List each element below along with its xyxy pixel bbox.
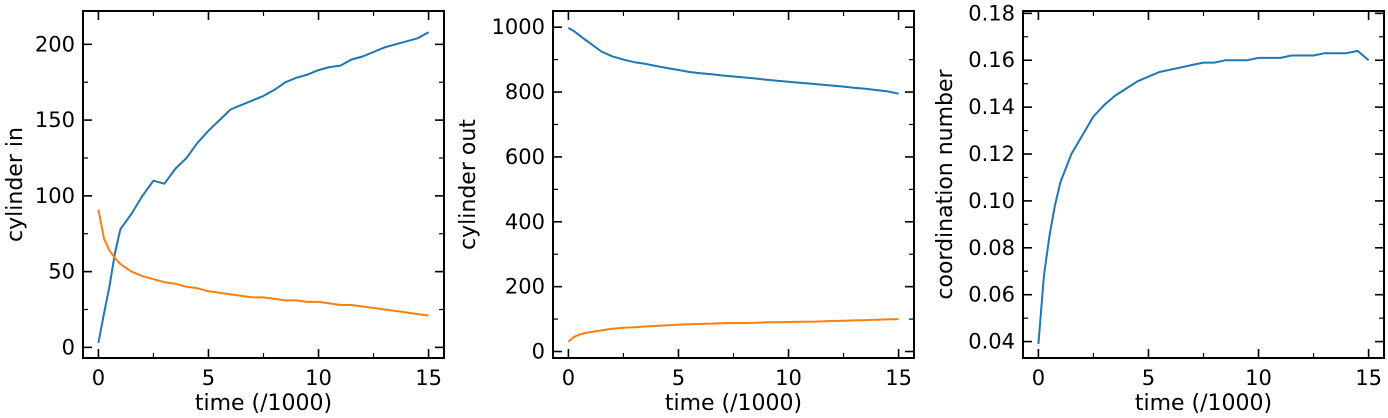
series-line-1-2 [97, 209, 429, 317]
chart-panel-2: 0 5 10 15 0 200 400 600 800 1000 time (/1000) cylin… [456, 10, 915, 416]
y-axis-label: coordination number [933, 68, 958, 299]
y-tick-label: 400 [505, 210, 545, 234]
x-tick-label: 5 [1142, 366, 1155, 390]
x-tick-label: 10 [775, 366, 802, 390]
y-tick-label: 0.12 [968, 142, 1015, 166]
plot-frame [552, 10, 915, 359]
x-tick-label: 0 [1032, 366, 1045, 390]
y-tick-label: 0.04 [968, 330, 1015, 354]
y-tick-label: 800 [505, 80, 545, 104]
y-tick-label: 100 [35, 184, 75, 208]
y-tick-label: 0 [532, 340, 545, 364]
y-tick-label: 0.14 [968, 95, 1015, 119]
x-axis-label: time (/1000) [195, 391, 332, 416]
x-axis-label: time (/1000) [665, 391, 802, 416]
y-axis-label: cylinder out [456, 119, 481, 250]
series-line-2-1 [567, 27, 899, 95]
y-tick-label: 600 [505, 145, 545, 169]
x-tick-label: 0 [562, 366, 575, 390]
x-tick-label: 10 [305, 366, 332, 390]
y-tick-label: 0.10 [968, 189, 1015, 213]
plot-frame [82, 10, 445, 359]
x-tick-label: 0 [92, 366, 105, 390]
y-tick-label: 0.18 [968, 1, 1015, 25]
x-tick-label: 15 [885, 366, 912, 390]
y-tick-label: 1000 [492, 15, 545, 39]
y-tick-label: 0.06 [968, 283, 1015, 307]
y-tick-label: 200 [35, 32, 75, 56]
x-tick-label: 5 [202, 366, 215, 390]
chart-panel-3: 0 5 10 15 0.04 0.06 0.08 0.10 0.12 0.14 0.16 0.18 ti… [933, 1, 1385, 416]
x-tick-label: 10 [1245, 366, 1272, 390]
y-tick-label: 0 [62, 335, 75, 359]
y-tick-label: 150 [35, 108, 75, 132]
y-tick-label: 200 [505, 275, 545, 299]
x-tick-label: 15 [1355, 366, 1382, 390]
y-tick-label: 50 [48, 260, 75, 284]
series-line-3-1 [1037, 49, 1370, 344]
x-tick-label: 5 [672, 366, 685, 390]
y-axis-label: cylinder in [3, 127, 28, 242]
x-tick-label: 15 [415, 366, 442, 390]
series-line-2-2 [567, 318, 899, 343]
series-line-1-1 [97, 31, 430, 343]
y-tick-label: 0.08 [968, 236, 1015, 260]
x-axis-label: time (/1000) [1135, 391, 1272, 416]
y-tick-label: 0.16 [968, 48, 1015, 72]
